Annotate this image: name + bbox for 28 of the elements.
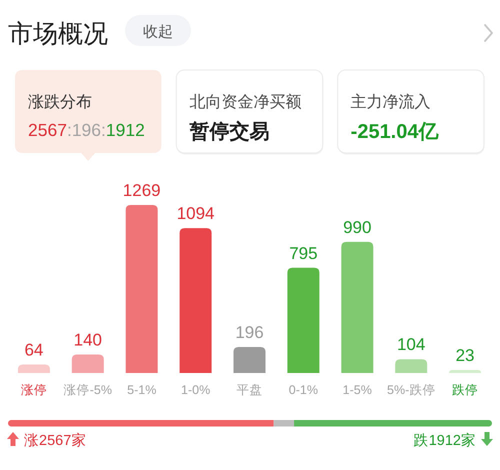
card-label: 北向资金净买额: [189, 94, 302, 111]
data-label: 1269: [122, 181, 161, 200]
data-label: 795: [289, 244, 318, 263]
title: 市场概况: [8, 20, 108, 48]
data-label: 196: [235, 323, 264, 342]
card-label: 主力净流入: [350, 94, 431, 111]
button-label: 收起: [143, 24, 173, 40]
category-label: 1-0%: [181, 383, 210, 397]
data-label: 64: [24, 340, 44, 360]
annotation: 跌1912家: [414, 433, 476, 449]
card-value: 2567:196:1912: [28, 120, 145, 140]
data-label: 1094: [176, 204, 215, 224]
category-label: 1-5%: [342, 383, 372, 397]
card-label: 涨跌分布: [28, 94, 92, 111]
data-label: 990: [343, 218, 372, 237]
card-value: 暂停交易: [189, 121, 270, 143]
category-label: 涨停: [20, 383, 47, 397]
category-label: 5%-跌停: [387, 383, 436, 397]
category-label: 涨停-5%: [64, 383, 112, 397]
data-label: 23: [456, 346, 475, 365]
category-label: 0-1%: [288, 383, 318, 397]
data-label: 104: [396, 335, 426, 354]
data-label: 140: [74, 330, 102, 350]
annotation: 涨2567家: [24, 433, 86, 449]
category-label: 5-1%: [127, 383, 156, 397]
category-label: 平盘: [236, 383, 262, 397]
card-value: -251.04亿: [350, 121, 438, 143]
category-label: 跌停: [452, 383, 478, 397]
